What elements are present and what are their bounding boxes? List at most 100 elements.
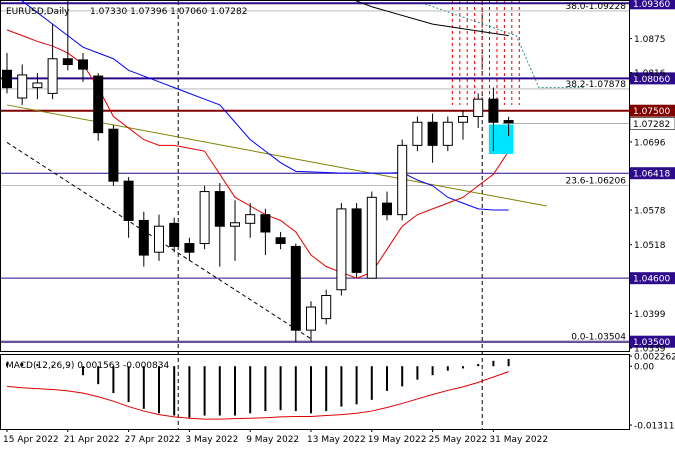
chart-overlays (1, 0, 629, 343)
candle-body (47, 58, 58, 94)
candle (154, 214, 164, 261)
x-tick-label: 3 May 2022 (185, 435, 238, 445)
candle (184, 237, 195, 261)
candle (123, 177, 134, 238)
macd-title: MACD(12,26,9) 0.001563 -0.000834 (6, 361, 169, 371)
blue-moving-average (18, 0, 509, 211)
fibo-label: 0.0-1.03504 (571, 332, 626, 342)
candle (397, 139, 408, 221)
candle-body (442, 121, 453, 146)
price-level-tag-text: 1.08060 (633, 75, 670, 85)
candle-body (503, 120, 514, 124)
price-level-tag-text: 1.04600 (633, 275, 670, 285)
current-price-tag (629, 117, 675, 130)
candle-body (78, 59, 88, 70)
candle (245, 203, 256, 238)
candle-body (306, 306, 316, 331)
black-moving-average (352, 0, 509, 37)
candle (17, 64, 28, 105)
candle (427, 113, 438, 163)
candle-body (154, 225, 164, 253)
main-plot-frame (0, 0, 630, 352)
fibo-channel-line (424, 3, 585, 89)
price-level-tag-text: 1.07500 (633, 107, 670, 117)
candle (32, 73, 43, 100)
candle-body (214, 191, 225, 227)
candle-body (17, 74, 28, 99)
candle (93, 73, 104, 141)
candle-body (366, 196, 377, 279)
candle-body (382, 202, 392, 216)
candle-body (397, 144, 408, 216)
x-tick-label: 27 Apr 2022 (125, 435, 181, 445)
axis-labels: 1.09360 1.08060 1.07500 1.06418 1.04600 1.035… (3, 0, 675, 445)
x-tick-label: 21 Apr 2022 (64, 435, 120, 445)
candle-body (32, 82, 43, 89)
candle-body (2, 69, 12, 89)
red-moving-average (6, 29, 510, 279)
y-tick-label: 1.0875 (634, 35, 666, 45)
y-tick-label: 1.0816 (634, 69, 666, 79)
candle-body (458, 115, 468, 123)
candle (306, 301, 316, 342)
candle-body (123, 180, 134, 221)
candle-body (199, 191, 210, 245)
y-tick-label: 1.0339 (634, 345, 666, 355)
candle (169, 217, 180, 253)
candles (2, 1, 514, 342)
x-tick-label: 25 May 2022 (429, 435, 488, 445)
candle (78, 52, 88, 82)
candle (366, 191, 377, 279)
y-tick-label: 1.0578 (634, 207, 666, 217)
x-tick-label: 15 Apr 2022 (3, 435, 59, 445)
candle (62, 1, 73, 71)
candle-body (321, 295, 332, 320)
candle-body (473, 98, 484, 117)
price-level-tag (630, 72, 675, 85)
candle (108, 125, 119, 186)
candle (47, 24, 58, 100)
x-tick-label: 31 May 2022 (489, 435, 548, 445)
fibo-label: 23.6-1.06206 (565, 176, 626, 186)
candle-body (290, 245, 301, 331)
candle (260, 208, 271, 256)
price-level-tag (630, 335, 675, 348)
candle-body (230, 222, 240, 227)
candle (412, 116, 423, 152)
dashed-trend-line (6, 142, 312, 340)
candle (473, 93, 484, 129)
y-tick-label: 1.0696 (634, 138, 666, 148)
candle (290, 243, 301, 342)
macd-y-tick-label: -0.013119 (634, 422, 675, 432)
candle (351, 203, 362, 279)
candle-body (275, 237, 286, 245)
candle (458, 110, 468, 140)
candle-body (108, 128, 119, 182)
x-tick-label: 9 May 2022 (246, 435, 299, 445)
y-tick-label: 1.0399 (634, 310, 666, 320)
price-level-tag-text: 1.03500 (633, 338, 670, 348)
chart-title: EURUSD,Daily (6, 7, 70, 17)
candle (321, 289, 332, 325)
candle (382, 191, 392, 221)
price-level-tag (630, 272, 675, 285)
macd-y-tick-label: 0.00 (634, 363, 654, 373)
x-tick-label: 19 May 2022 (368, 435, 427, 445)
candle (275, 231, 286, 250)
highlight-box (488, 124, 514, 155)
candle (2, 52, 12, 94)
y-tick-label: 1.0518 (634, 241, 666, 251)
fibo-label: 38.0-1.09228 (565, 2, 626, 12)
candle (199, 185, 210, 250)
candle-body (427, 121, 438, 146)
candle (488, 87, 499, 152)
macd-signal-line (6, 371, 509, 420)
candle (336, 203, 347, 296)
price-level-tag (630, 0, 675, 10)
candle-body (351, 208, 362, 273)
candle-body (169, 222, 180, 247)
price-level-tag (630, 167, 675, 180)
